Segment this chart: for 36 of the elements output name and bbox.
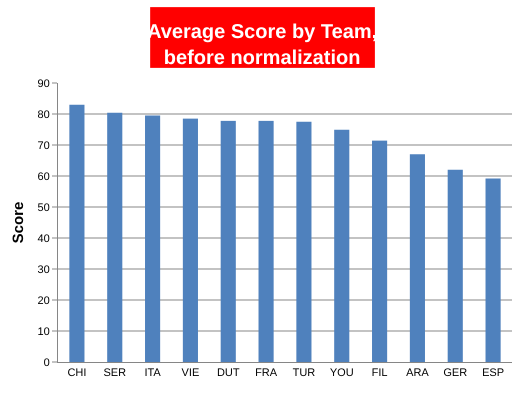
bar [410,154,425,362]
bar [220,120,236,362]
bar [486,178,501,362]
y-tick-label: 80 [38,108,50,121]
bar [334,130,350,362]
bar [296,122,312,362]
y-tick-label: 60 [38,170,50,183]
bar [448,170,463,362]
bar [372,140,388,362]
y-tick-label: 70 [38,140,50,152]
bar [182,118,198,362]
x-tick-label: CHI [67,367,86,380]
x-tick-label: TUR [292,367,316,380]
x-tick-label: FRA [255,367,278,380]
bar [258,120,274,362]
x-tick-label: VIE [182,367,200,380]
chart-title: Average Score by Team, before normalization [147,21,378,70]
y-tick-label: 40 [38,232,50,245]
bar [107,112,122,362]
x-tick-label: GER [443,367,468,380]
y-tick-label: 20 [38,294,50,307]
y-tick-label: 30 [38,264,50,276]
x-tick-label: ESP [482,367,504,380]
bar [145,116,160,362]
x-tick-label: FIL [372,367,388,380]
x-tick-label: ARA [406,367,430,380]
x-tick-label: YOU [330,367,354,380]
y-tick-label: 50 [38,202,50,214]
y-axis-title: Score [10,202,27,244]
y-tick-label: 90 [38,78,50,90]
y-tick-label: 10 [38,326,50,338]
x-tick-label: SER [103,367,126,380]
bar [69,104,84,362]
x-tick-label: DUT [216,367,240,380]
y-tick-label: 0 [44,356,50,369]
x-tick-label: ITA [144,367,162,380]
